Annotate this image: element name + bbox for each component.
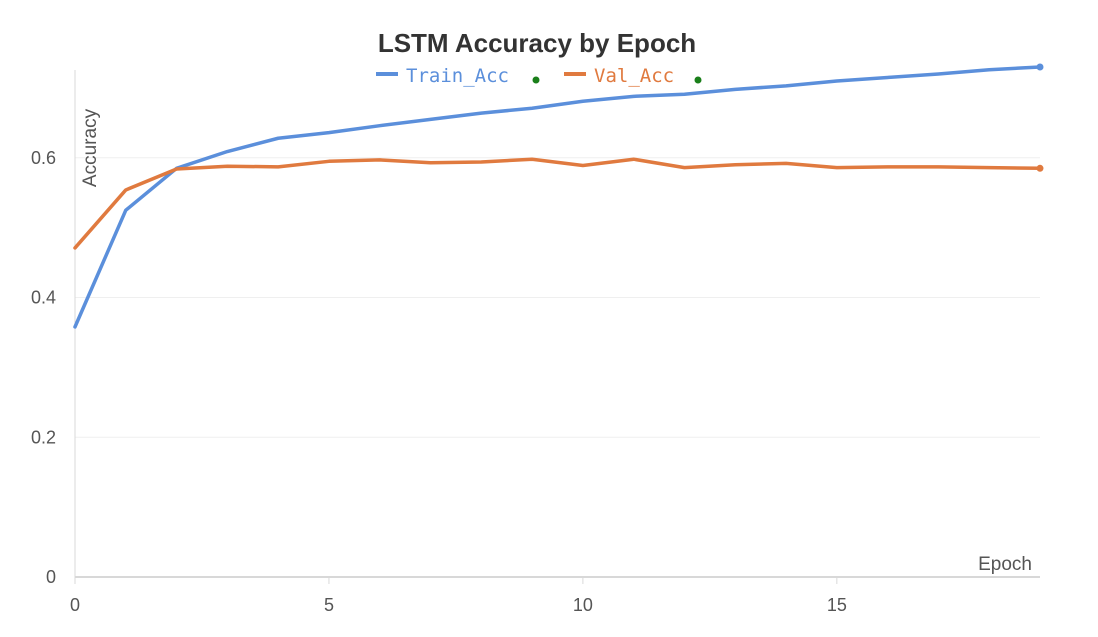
- legend-item-val[interactable]: Val_Acc: [564, 65, 702, 87]
- legend-marker-val: [694, 76, 702, 84]
- series-line: [73, 157, 1042, 250]
- x-tick-label: 5: [324, 595, 334, 615]
- x-tick-label: 0: [70, 595, 80, 615]
- data-point[interactable]: [1036, 164, 1044, 172]
- legend-label-val: Val_Acc: [594, 65, 674, 87]
- legend-item-train[interactable]: Train_Acc: [376, 65, 540, 87]
- x-tick-label: 10: [573, 595, 593, 615]
- x-tick-label: 15: [827, 595, 847, 615]
- data-point[interactable]: [1036, 63, 1044, 71]
- x-axis-title: Epoch: [978, 554, 1032, 575]
- y-tick-label: 0: [46, 567, 56, 587]
- y-tick-label: 0.4: [31, 288, 56, 308]
- gridlines: [75, 157, 1040, 438]
- legend-label-train: Train_Acc: [406, 65, 509, 87]
- y-axis-title: Accuracy: [80, 108, 101, 187]
- series-train-acc[interactable]: [73, 63, 1044, 329]
- series-layer: [73, 63, 1044, 329]
- series-val-acc[interactable]: [73, 157, 1044, 250]
- y-tick-label: 0.2: [31, 427, 56, 447]
- series-line: [73, 65, 1042, 329]
- legend-marker-train: [532, 76, 540, 84]
- x-axis-ticks: 0 5 10 15: [70, 577, 847, 615]
- y-axis-ticks: 0 0.2 0.4 0.6: [31, 148, 56, 587]
- y-tick-label: 0.6: [31, 148, 56, 168]
- legend: Train_Acc Val_Acc: [376, 65, 702, 87]
- chart-title: LSTM Accuracy by Epoch: [378, 28, 696, 58]
